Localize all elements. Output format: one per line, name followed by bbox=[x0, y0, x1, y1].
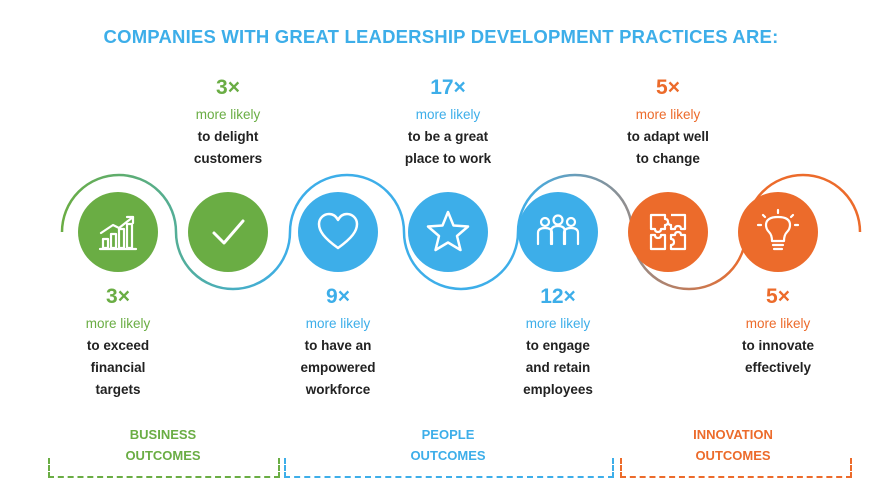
stat-financial: 3× more likely to exceed financial targe… bbox=[48, 285, 188, 401]
page-title: COMPANIES WITH GREAT LEADERSHIP DEVELOPM… bbox=[103, 26, 779, 47]
stat-desc-line: to innovate bbox=[741, 338, 814, 353]
circle-customers bbox=[188, 192, 268, 272]
stat-desc-line: employees bbox=[523, 382, 593, 397]
stat-multiplier: 5× bbox=[656, 76, 680, 99]
group-label-business: BUSINESS OUTCOMES bbox=[63, 424, 263, 466]
group-label-people: PEOPLE OUTCOMES bbox=[348, 424, 548, 466]
stat-desc-line: to delight bbox=[197, 129, 259, 144]
stat-likely: more likely bbox=[85, 316, 151, 331]
stat-employees: 12× more likely to engage and retain emp… bbox=[488, 285, 628, 401]
circle-workforce bbox=[298, 192, 378, 272]
stat-place-to-work: 17× more likely to be a great place to w… bbox=[378, 76, 518, 170]
stat-likely: more likely bbox=[745, 316, 811, 331]
star-icon bbox=[426, 210, 470, 252]
stat-desc-line: effectively bbox=[744, 360, 812, 375]
stat-desc-line: targets bbox=[95, 382, 141, 397]
stat-change: 5× more likely to adapt well to change bbox=[598, 76, 738, 170]
stat-desc-line: to engage bbox=[526, 338, 590, 353]
stat-desc-line: workforce bbox=[305, 382, 371, 397]
stat-desc-line: to be a great bbox=[407, 129, 489, 144]
circle-employees bbox=[518, 192, 598, 272]
circle-change bbox=[628, 192, 708, 272]
circle-place-to-work bbox=[408, 192, 488, 272]
chart-growth-icon bbox=[98, 215, 138, 251]
stat-desc-line: to adapt well bbox=[627, 129, 709, 144]
group-label-line: BUSINESS bbox=[129, 427, 197, 442]
wave-segment-1 bbox=[60, 173, 292, 291]
heart-icon bbox=[317, 212, 359, 250]
stat-desc-line: and retain bbox=[525, 360, 591, 375]
stat-multiplier: 3× bbox=[216, 76, 240, 99]
stat-innovate: 5× more likely to innovate effectively bbox=[708, 285, 848, 379]
bracket-innovation bbox=[620, 458, 852, 478]
group-label-line: OUTCOMES bbox=[695, 448, 771, 463]
stat-likely: more likely bbox=[195, 107, 261, 122]
stat-desc-line: financial bbox=[90, 360, 146, 375]
lightbulb-icon bbox=[756, 208, 800, 251]
group-label-line: OUTCOMES bbox=[125, 448, 201, 463]
wave-segment-2 bbox=[288, 173, 520, 291]
puzzle-icon bbox=[649, 213, 687, 251]
group-label-line: PEOPLE bbox=[421, 427, 475, 442]
circle-financial bbox=[78, 192, 158, 272]
stat-desc-line: to change bbox=[636, 151, 700, 166]
stat-likely: more likely bbox=[305, 316, 371, 331]
group-label-line: INNOVATION bbox=[693, 427, 773, 442]
checkmark-icon bbox=[212, 219, 245, 245]
stat-desc-line: empowered bbox=[300, 360, 376, 375]
stat-multiplier: 3× bbox=[106, 285, 130, 308]
group-label-innovation: INNOVATION OUTCOMES bbox=[633, 424, 833, 466]
bracket-people bbox=[284, 458, 614, 478]
stat-workforce: 9× more likely to have an empowered work… bbox=[268, 285, 408, 401]
people-group-icon bbox=[536, 214, 580, 246]
stat-desc-line: to have an bbox=[304, 338, 372, 353]
stat-multiplier: 9× bbox=[326, 285, 350, 308]
group-label-line: OUTCOMES bbox=[410, 448, 486, 463]
stat-multiplier: 17× bbox=[430, 76, 466, 99]
stat-desc-line: place to work bbox=[404, 151, 492, 166]
stat-desc-line: customers bbox=[193, 151, 263, 166]
circle-innovate bbox=[738, 192, 818, 272]
stat-likely: more likely bbox=[525, 316, 591, 331]
stat-likely: more likely bbox=[415, 107, 481, 122]
stat-likely: more likely bbox=[635, 107, 701, 122]
stat-multiplier: 12× bbox=[540, 285, 576, 308]
bracket-business bbox=[48, 458, 280, 478]
stat-desc-line: to exceed bbox=[86, 338, 150, 353]
stat-customers: 3× more likely to delight customers bbox=[158, 76, 298, 170]
stat-multiplier: 5× bbox=[766, 285, 790, 308]
